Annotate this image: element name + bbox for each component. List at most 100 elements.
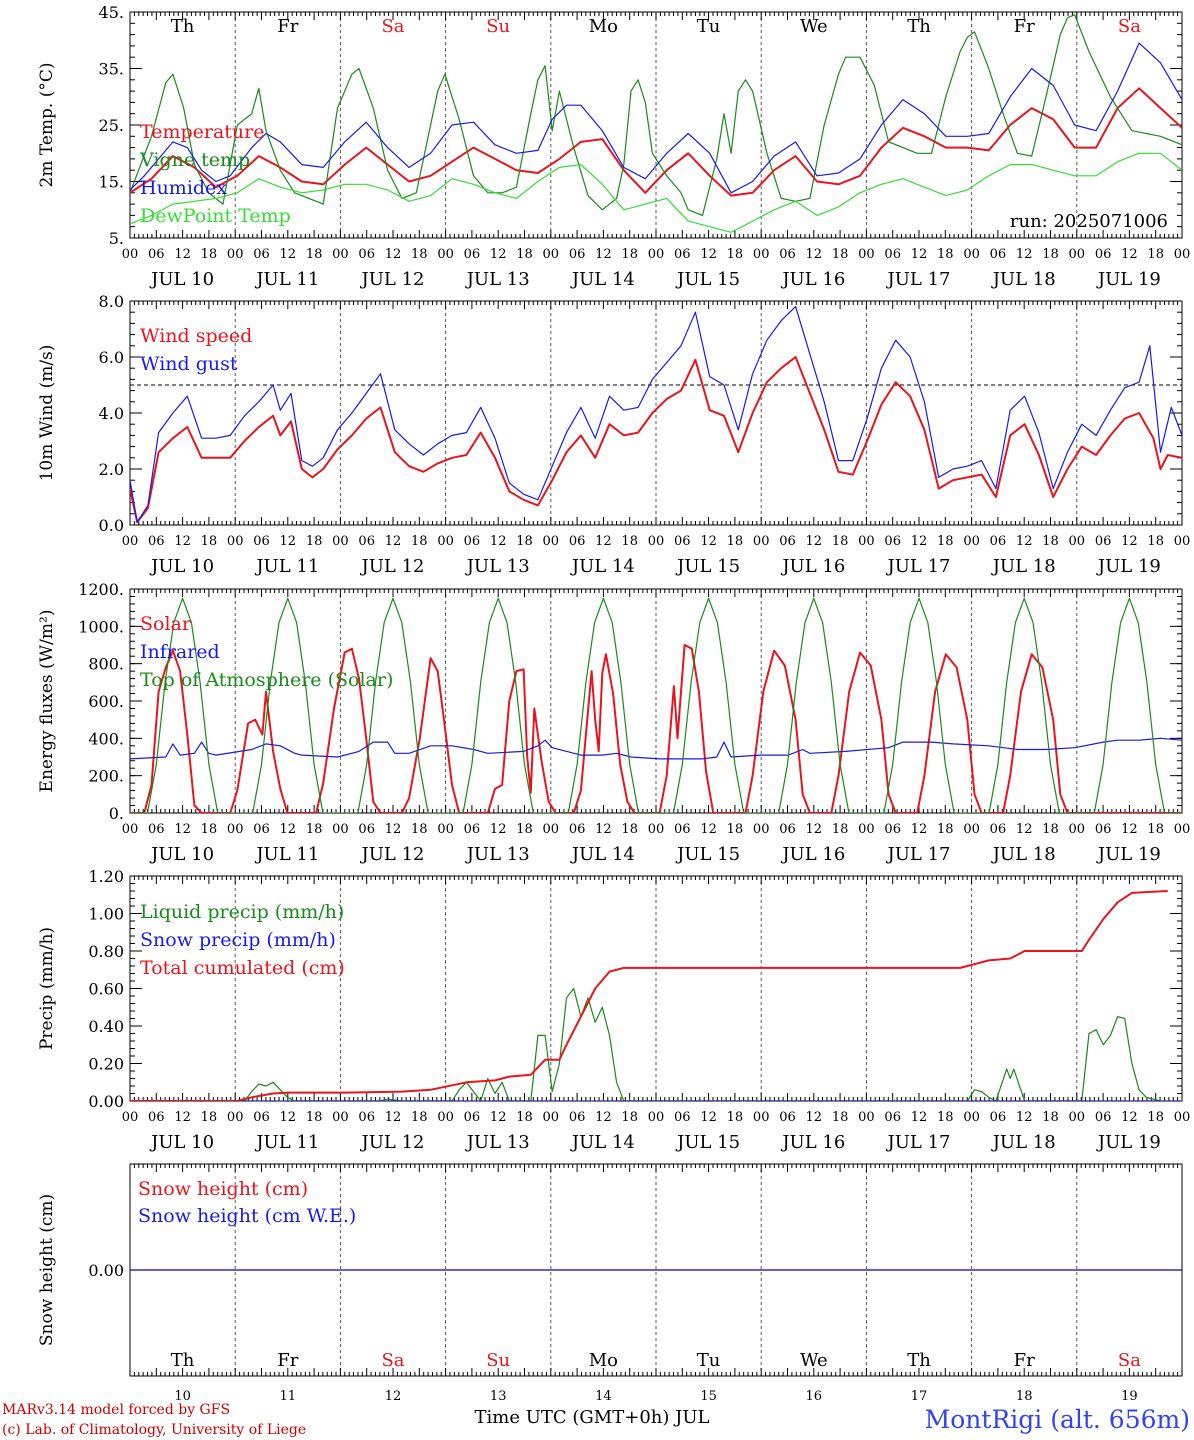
hour-label: 00 (437, 247, 454, 262)
series-line-dewpoint-temp (130, 152, 1182, 233)
hour-label: 00 (122, 247, 139, 262)
hour-label: 12 (385, 534, 402, 549)
day-number-label: 13 (490, 1389, 507, 1404)
hour-label: 06 (779, 822, 796, 837)
hour-label: 18 (411, 1110, 428, 1125)
hour-label: 00 (543, 247, 560, 262)
hour-label: 12 (911, 1110, 928, 1125)
hour-label: 00 (753, 247, 770, 262)
hour-label: 06 (1095, 822, 1112, 837)
plot-frame (129, 300, 1183, 526)
legend-entry: Vigne temp (139, 149, 250, 171)
hour-label: 12 (490, 1110, 507, 1125)
hour-label: 06 (358, 1110, 375, 1125)
hour-label: 06 (990, 1110, 1007, 1125)
hour-label: 06 (779, 534, 796, 549)
y-axis-title: 2m Temp. (°C) (37, 62, 57, 187)
day-number-label: 10 (174, 1389, 191, 1404)
hour-label: 00 (648, 247, 665, 262)
y-tick-label: 1000. (78, 617, 124, 636)
hour-label: 18 (727, 822, 744, 837)
hour-label: 06 (358, 247, 375, 262)
day-number-label: 18 (1016, 1389, 1033, 1404)
hour-label: 12 (1016, 1110, 1033, 1125)
hour-label: 12 (806, 534, 823, 549)
y-tick-label: 0.60 (88, 980, 124, 999)
hour-label: 18 (937, 534, 954, 549)
hour-label: 06 (148, 1110, 165, 1125)
hour-label: 06 (674, 1110, 691, 1125)
hour-label: 12 (806, 1110, 823, 1125)
legend-entry: Top of Atmosphere (Solar) (140, 669, 393, 691)
date-label: JUL 17 (886, 844, 951, 865)
date-label: JUL 16 (780, 269, 845, 290)
hour-label: 00 (227, 1110, 244, 1125)
hour-label: 18 (1147, 534, 1164, 549)
weekday-label: Mo (589, 1350, 618, 1371)
date-label: JUL 15 (675, 844, 740, 865)
hour-label: 18 (727, 247, 744, 262)
date-label: JUL 13 (465, 556, 530, 577)
hour-label: 00 (858, 247, 875, 262)
hour-label: 18 (832, 534, 849, 549)
hour-label: 00 (858, 822, 875, 837)
date-label: JUL 12 (360, 844, 425, 865)
hour-label: 00 (1069, 1110, 1086, 1125)
hour-label: 00 (858, 1110, 875, 1125)
hour-label: 06 (1095, 1110, 1112, 1125)
hour-label: 06 (464, 1110, 481, 1125)
hour-label: 06 (779, 1110, 796, 1125)
hour-label: 18 (832, 1110, 849, 1125)
hour-label: 12 (700, 247, 717, 262)
y-tick-label: 600. (88, 692, 124, 711)
hour-label: 00 (753, 822, 770, 837)
hour-label: 18 (516, 247, 533, 262)
hour-label: 12 (1121, 822, 1138, 837)
date-label: JUL 17 (886, 1132, 951, 1153)
hour-label: 00 (437, 1110, 454, 1125)
hour-label: 12 (595, 822, 612, 837)
hour-label: 00 (1174, 822, 1191, 837)
hour-label: 00 (122, 534, 139, 549)
hour-label: 18 (1042, 822, 1059, 837)
hour-label: 00 (858, 534, 875, 549)
hour-label: 06 (779, 247, 796, 262)
x-axis-title: Time UTC (GMT+0h) JUL (475, 1407, 710, 1428)
date-label: JUL 15 (675, 269, 740, 290)
legend-entry: Liquid precip (mm/h) (140, 901, 344, 923)
hour-label: 18 (201, 1110, 218, 1125)
hour-label: 00 (963, 822, 980, 837)
date-label: JUL 14 (570, 269, 635, 290)
y-tick-label: 800. (88, 655, 124, 674)
hour-label: 00 (648, 822, 665, 837)
hour-label: 18 (516, 822, 533, 837)
date-label: JUL 12 (360, 1132, 425, 1153)
hour-label: 12 (911, 534, 928, 549)
hour-label: 06 (358, 534, 375, 549)
hour-label: 18 (1042, 1110, 1059, 1125)
hour-label: 06 (1095, 247, 1112, 262)
weekday-label: Su (486, 16, 510, 37)
hour-label: 12 (385, 1110, 402, 1125)
hour-label: 00 (437, 534, 454, 549)
weekday-label: Sa (1118, 16, 1141, 37)
series-line-total-cumulated-cm- (130, 890, 1168, 1101)
hour-label: 12 (174, 822, 191, 837)
date-label: JUL 17 (886, 556, 951, 577)
hour-label: 00 (963, 534, 980, 549)
weekday-label: Fr (277, 1350, 298, 1371)
hour-label: 00 (963, 1110, 980, 1125)
hour-label: 18 (1042, 534, 1059, 549)
hour-label: 12 (700, 1110, 717, 1125)
y-axis-title: Snow height (cm) (37, 1194, 57, 1346)
hour-label: 12 (1121, 534, 1138, 549)
date-label: JUL 14 (570, 1132, 635, 1153)
legend-entry: Solar (140, 613, 192, 635)
legend-entry: Wind speed (140, 325, 252, 347)
hour-label: 06 (148, 534, 165, 549)
y-tick-label: 1.20 (88, 867, 124, 886)
hour-label: 18 (201, 534, 218, 549)
hour-label: 18 (937, 822, 954, 837)
hour-label: 18 (621, 247, 638, 262)
weekday-label: We (800, 16, 828, 37)
